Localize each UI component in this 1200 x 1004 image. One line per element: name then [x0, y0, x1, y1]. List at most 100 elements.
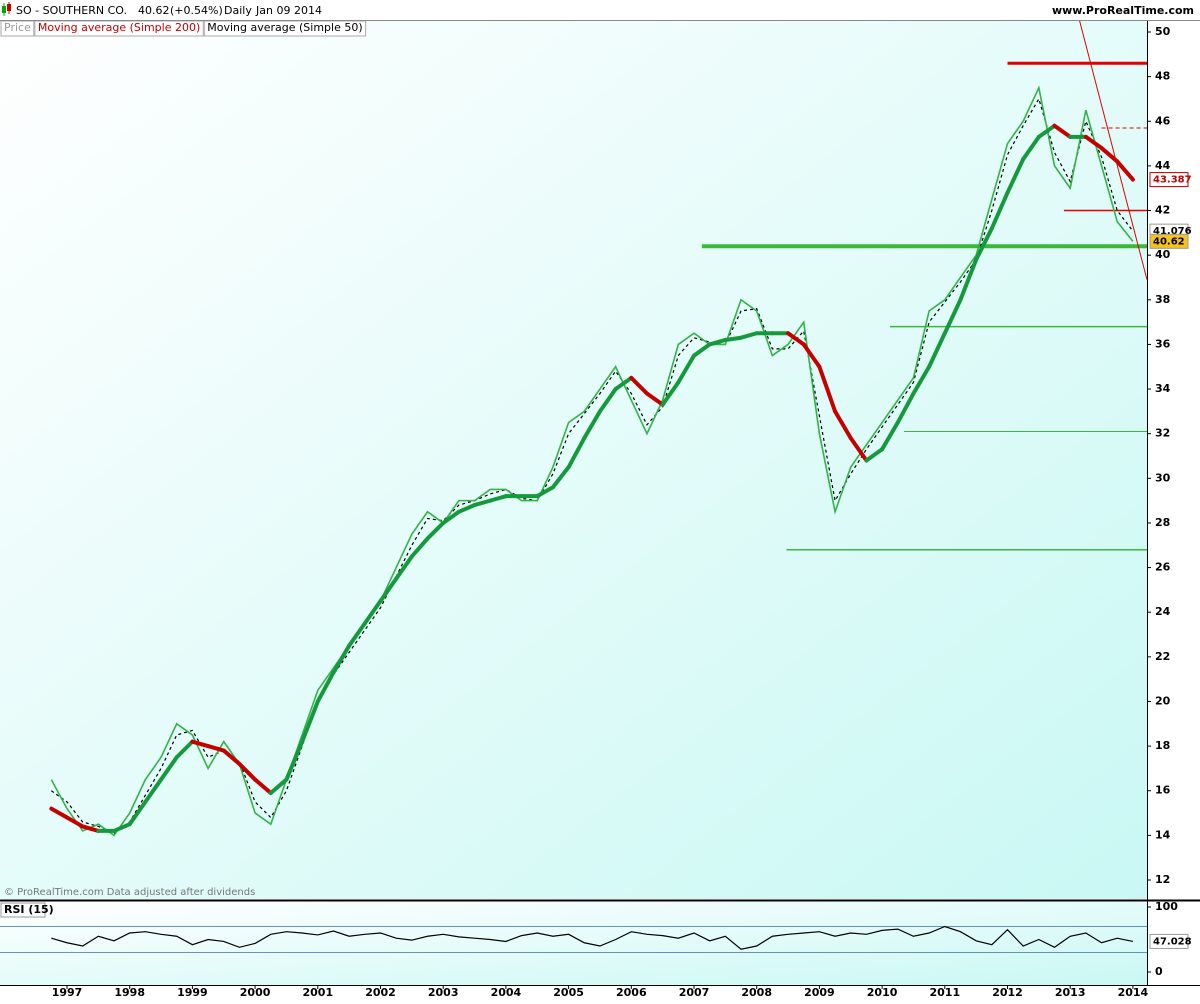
ma200-segment — [143, 777, 164, 804]
ma200-segment — [739, 331, 759, 340]
ma200-segment — [848, 436, 869, 463]
y-tick-label: 38 — [1155, 293, 1170, 306]
ma200-segment — [989, 190, 1010, 231]
y-tick-label: 14 — [1155, 828, 1171, 841]
ma200-segment — [159, 755, 179, 782]
x-tick-label: 2014 — [1118, 986, 1149, 999]
y-tick-label: 12 — [1155, 873, 1170, 886]
y-tick-label: 22 — [1155, 650, 1170, 663]
rsi-panel — [0, 902, 1147, 985]
trendline — [1079, 20, 1148, 280]
ma200-segment — [1083, 134, 1104, 151]
ma200-segment — [378, 576, 399, 604]
ma200-segment — [190, 739, 211, 749]
y-tick-label: 24 — [1155, 605, 1171, 618]
x-tick-label: 2011 — [929, 986, 960, 999]
value-tag-label: 40.62 — [1153, 236, 1185, 247]
rsi-tick-label: 100 — [1155, 900, 1178, 913]
ma200-segment — [425, 520, 446, 541]
ma200-segment — [441, 509, 461, 525]
y-tick-label: 28 — [1155, 516, 1170, 529]
x-tick-label: 1999 — [177, 986, 208, 999]
clip-top — [0, 0, 1200, 20]
ma200-segment — [535, 485, 555, 499]
ma200-segment — [221, 748, 242, 766]
y-tick-label: 16 — [1155, 784, 1171, 797]
ma200-segment — [409, 536, 430, 559]
value-tag-label: 43.387 — [1153, 175, 1192, 186]
y-tick-label: 20 — [1155, 694, 1171, 707]
legend-entry: Price — [4, 21, 31, 34]
ma200-segment — [833, 409, 853, 441]
ma200-segment — [284, 739, 305, 782]
period: Daily — [224, 4, 252, 17]
x-tick-label: 2000 — [240, 986, 271, 999]
ma200-segment — [112, 822, 132, 833]
ma200-segment — [582, 409, 602, 441]
y-tick-label: 32 — [1155, 427, 1170, 440]
ma200-segment — [707, 337, 728, 347]
y-tick-label: 42 — [1155, 204, 1170, 217]
ma200-segment — [801, 342, 822, 369]
ma200-segment — [174, 739, 195, 760]
x-tick-label: 2013 — [1055, 986, 1086, 999]
x-tick-label: 2012 — [992, 986, 1023, 999]
ma200-segment — [880, 420, 900, 452]
ma200-segment — [456, 503, 477, 514]
x-tick-label: 2005 — [553, 986, 584, 999]
ma200-segment — [206, 744, 226, 753]
x-tick-label: 2006 — [616, 986, 647, 999]
rsi-label-box — [0, 902, 46, 918]
ma200-segment — [1021, 134, 1041, 162]
y-tick-label: 26 — [1155, 561, 1171, 574]
ma200-segment — [1036, 123, 1057, 139]
ma200-segment — [65, 815, 85, 829]
ma200-segment — [347, 621, 367, 648]
price-line — [50, 85, 1134, 837]
ma200-segment — [488, 494, 508, 503]
value-tag-label: 41.076 — [1153, 226, 1192, 237]
ma200-segment — [49, 806, 69, 820]
value-tag — [1149, 933, 1189, 949]
y-tick-label: 46 — [1155, 114, 1171, 127]
value-tag-label: 47.028 — [1153, 936, 1192, 947]
ma200-segment — [864, 447, 885, 463]
x-tick-label: 2007 — [679, 986, 710, 999]
ma200-segment — [958, 257, 979, 302]
candle-icon — [2, 2, 11, 16]
ma200-segment — [80, 824, 101, 833]
ma200-segment — [1115, 159, 1135, 182]
ma200-segment — [613, 375, 634, 392]
site: www.ProRealTime.com — [1052, 4, 1194, 17]
change: (+0.54%) — [170, 4, 223, 17]
ma200-segment — [127, 799, 148, 827]
x-tick-label: 2008 — [741, 986, 772, 999]
ma200-segment — [974, 226, 994, 262]
ma200-segment — [660, 380, 681, 407]
rsi-line — [51, 925, 1134, 950]
y-tick-label: 48 — [1155, 70, 1170, 83]
x-tick-label: 2001 — [302, 986, 333, 999]
ma200-segment — [253, 777, 273, 795]
x-tick-label: 2004 — [491, 986, 522, 999]
y-tick-label: 36 — [1155, 337, 1171, 350]
legend-entry: Moving average (Simple 50) — [207, 21, 362, 34]
y-tick-label: 40 — [1155, 248, 1171, 261]
ma200-segment — [942, 297, 963, 336]
ma200-segment — [472, 498, 493, 508]
ma200-segment — [911, 364, 932, 396]
x-tick-label: 2003 — [428, 986, 459, 999]
value-tag — [1149, 233, 1189, 249]
ma200-segment — [300, 699, 320, 744]
ma200-segment — [394, 554, 414, 581]
x-tick-label: 1997 — [52, 986, 83, 999]
y-tick-label: 44 — [1155, 159, 1171, 172]
last-price: 40.62 — [138, 4, 170, 17]
x-tick-label: 2009 — [804, 986, 835, 999]
rsi-tick-label: 0 — [1155, 965, 1163, 978]
x-tick-label: 1998 — [114, 986, 145, 999]
copyright: © ProRealTime.com Data adjusted after di… — [4, 887, 255, 898]
ma200-segment — [629, 375, 649, 396]
y-tick-label: 34 — [1155, 382, 1171, 395]
